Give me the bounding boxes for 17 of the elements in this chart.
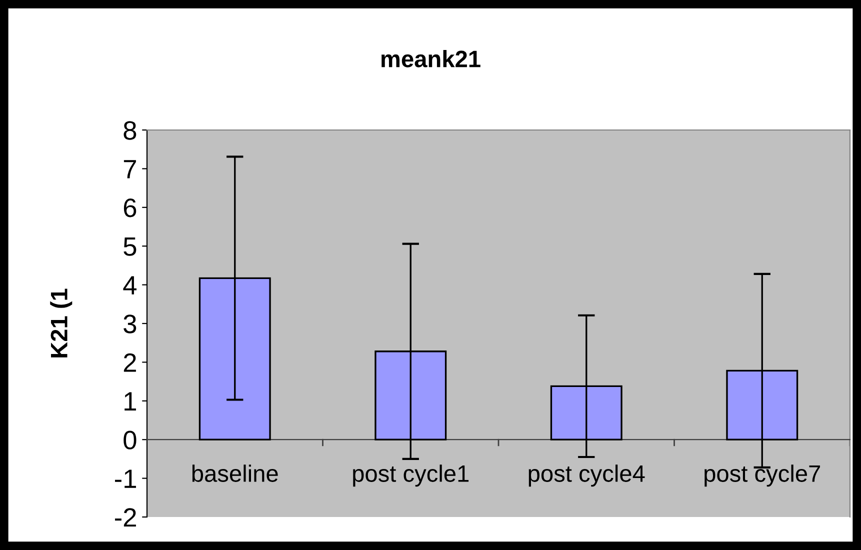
y-tick-label: 0 — [124, 430, 136, 450]
y-tick-label: 1 — [124, 392, 136, 410]
x-tick-label: post cycle4 — [528, 464, 645, 487]
y-tick-label: 7 — [124, 160, 136, 178]
y-tick-label: 8 — [124, 121, 136, 140]
y-tick-label: 3 — [124, 314, 136, 334]
y-tick-label: -1 — [114, 470, 136, 488]
chart-title: meank21 — [382, 50, 480, 68]
x-tick-label: baseline — [192, 464, 278, 482]
y-tick-label: 5 — [124, 238, 136, 256]
y-tick-label: 4 — [123, 276, 137, 294]
y-tick-label: -2 — [114, 508, 136, 527]
x-tick-label: post cycle1 — [353, 464, 469, 487]
y-axis-title: K21 (1 — [50, 288, 72, 358]
y-tick-label: 2 — [124, 353, 136, 372]
y-tick-label: 6 — [124, 198, 136, 218]
x-tick-label: post cycle7 — [704, 464, 820, 487]
